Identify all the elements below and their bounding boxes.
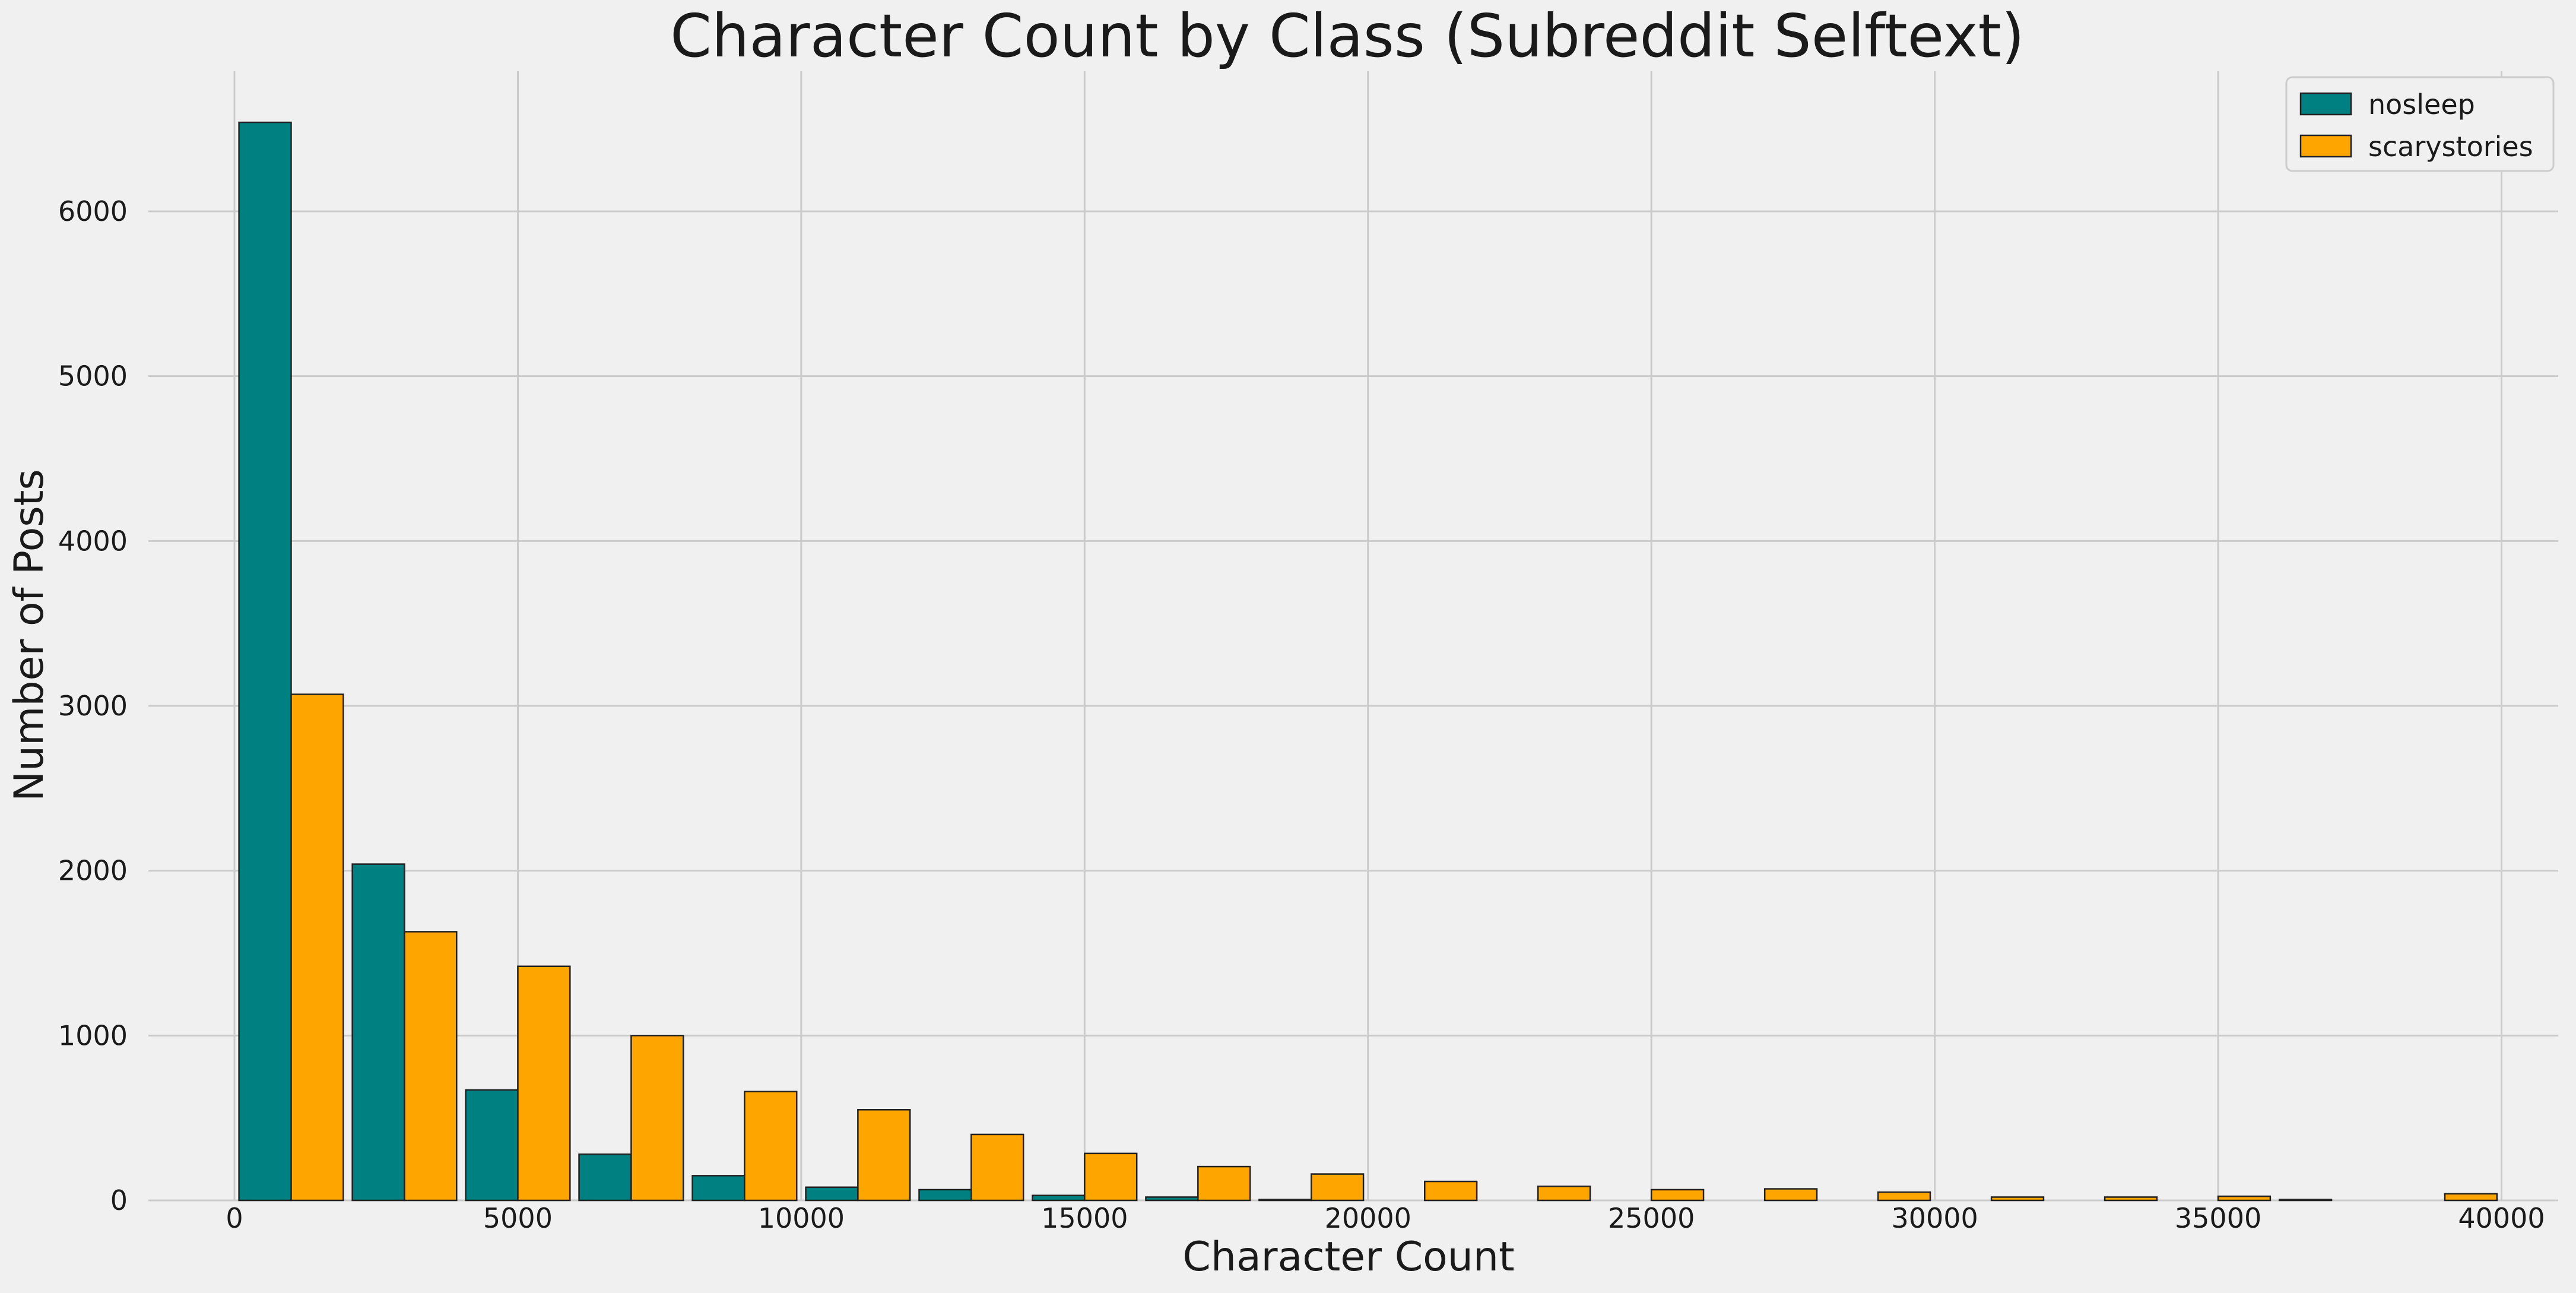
- bar-scarystories-bin-4: [744, 1091, 798, 1202]
- x-tick-label: 20000: [1325, 1202, 1411, 1234]
- tick-labels: 0 5000 10000 15000 20000 25000 30000 35000 40000…: [58, 195, 2545, 1234]
- x-tick-label: 30000: [1891, 1202, 1978, 1234]
- bar-scarystories-bin-19: [2444, 1193, 2498, 1202]
- bar-scarystories-bin-3: [630, 1035, 684, 1202]
- bar-scarystories-bin-10: [1423, 1180, 1478, 1202]
- bar-scarystories-bin-9: [1311, 1173, 1365, 1202]
- bar-nosleep-bin-8: [1145, 1196, 1199, 1202]
- bar-nosleep-bin-1: [351, 863, 405, 1202]
- bar-scarystories-bin-11: [1537, 1186, 1591, 1202]
- y-tick-label: 3000: [58, 690, 128, 722]
- grid-lines: [148, 71, 2558, 1202]
- bar-scarystories-bin-17: [2217, 1195, 2272, 1202]
- legend-box: [2285, 76, 2555, 172]
- bar-nosleep-bin-0: [238, 121, 292, 1202]
- legend-label-nosleep: nosleep: [2368, 88, 2475, 121]
- bar-scarystories-bin-7: [1084, 1152, 1138, 1202]
- y-tick-label: 6000: [58, 195, 128, 227]
- legend: nosleep scarystories: [2285, 76, 2555, 172]
- y-tick-label: 1000: [58, 1019, 128, 1051]
- x-tick-label: 5000: [483, 1202, 553, 1234]
- y-tick-label: 0: [110, 1184, 128, 1216]
- legend-swatch-nosleep: [2299, 92, 2352, 116]
- bar-nosleep-bin-5: [805, 1186, 859, 1202]
- x-tick-label: 0: [226, 1202, 243, 1234]
- bar-nosleep-bin-3: [578, 1153, 632, 1202]
- bar-nosleep-bin-6: [918, 1189, 972, 1202]
- x-axis-label: Character Count: [1182, 1234, 1514, 1281]
- bar-scarystories-bin-13: [1763, 1188, 1818, 1202]
- bar-scarystories-bin-6: [970, 1133, 1024, 1202]
- y-axis-label: Number of Posts: [6, 469, 53, 801]
- bar-scarystories-bin-5: [857, 1109, 911, 1202]
- bars: [238, 121, 2498, 1202]
- x-tick-label: 40000: [2458, 1202, 2545, 1234]
- bar-nosleep-bin-7: [1032, 1194, 1086, 1202]
- bar-scarystories-bin-0: [290, 693, 344, 1202]
- x-tick-label: 15000: [1041, 1202, 1128, 1234]
- legend-swatch-scarystories: [2299, 134, 2352, 158]
- y-tick-label: 2000: [58, 855, 128, 887]
- x-tick-label: 25000: [1608, 1202, 1695, 1234]
- bar-nosleep-bin-2: [465, 1089, 519, 1202]
- bar-scarystories-bin-8: [1197, 1165, 1251, 1202]
- bar-nosleep-bin-4: [691, 1175, 745, 1202]
- legend-label-scarystories: scarystories: [2368, 131, 2533, 163]
- y-tick-label: 4000: [58, 525, 128, 557]
- y-tick-label: 5000: [58, 360, 128, 392]
- chart-title: Character Count by Class (Subreddit Self…: [670, 1, 2025, 71]
- bar-scarystories-bin-2: [517, 965, 571, 1202]
- bar-scarystories-bin-1: [404, 931, 458, 1202]
- bar-scarystories-bin-16: [2104, 1196, 2158, 1202]
- x-tick-label: 35000: [2175, 1202, 2261, 1234]
- x-tick-label: 10000: [758, 1202, 845, 1234]
- bar-scarystories-bin-15: [1990, 1196, 2045, 1202]
- bar-scarystories-bin-14: [1877, 1191, 1931, 1202]
- bar-scarystories-bin-12: [1650, 1189, 1705, 1202]
